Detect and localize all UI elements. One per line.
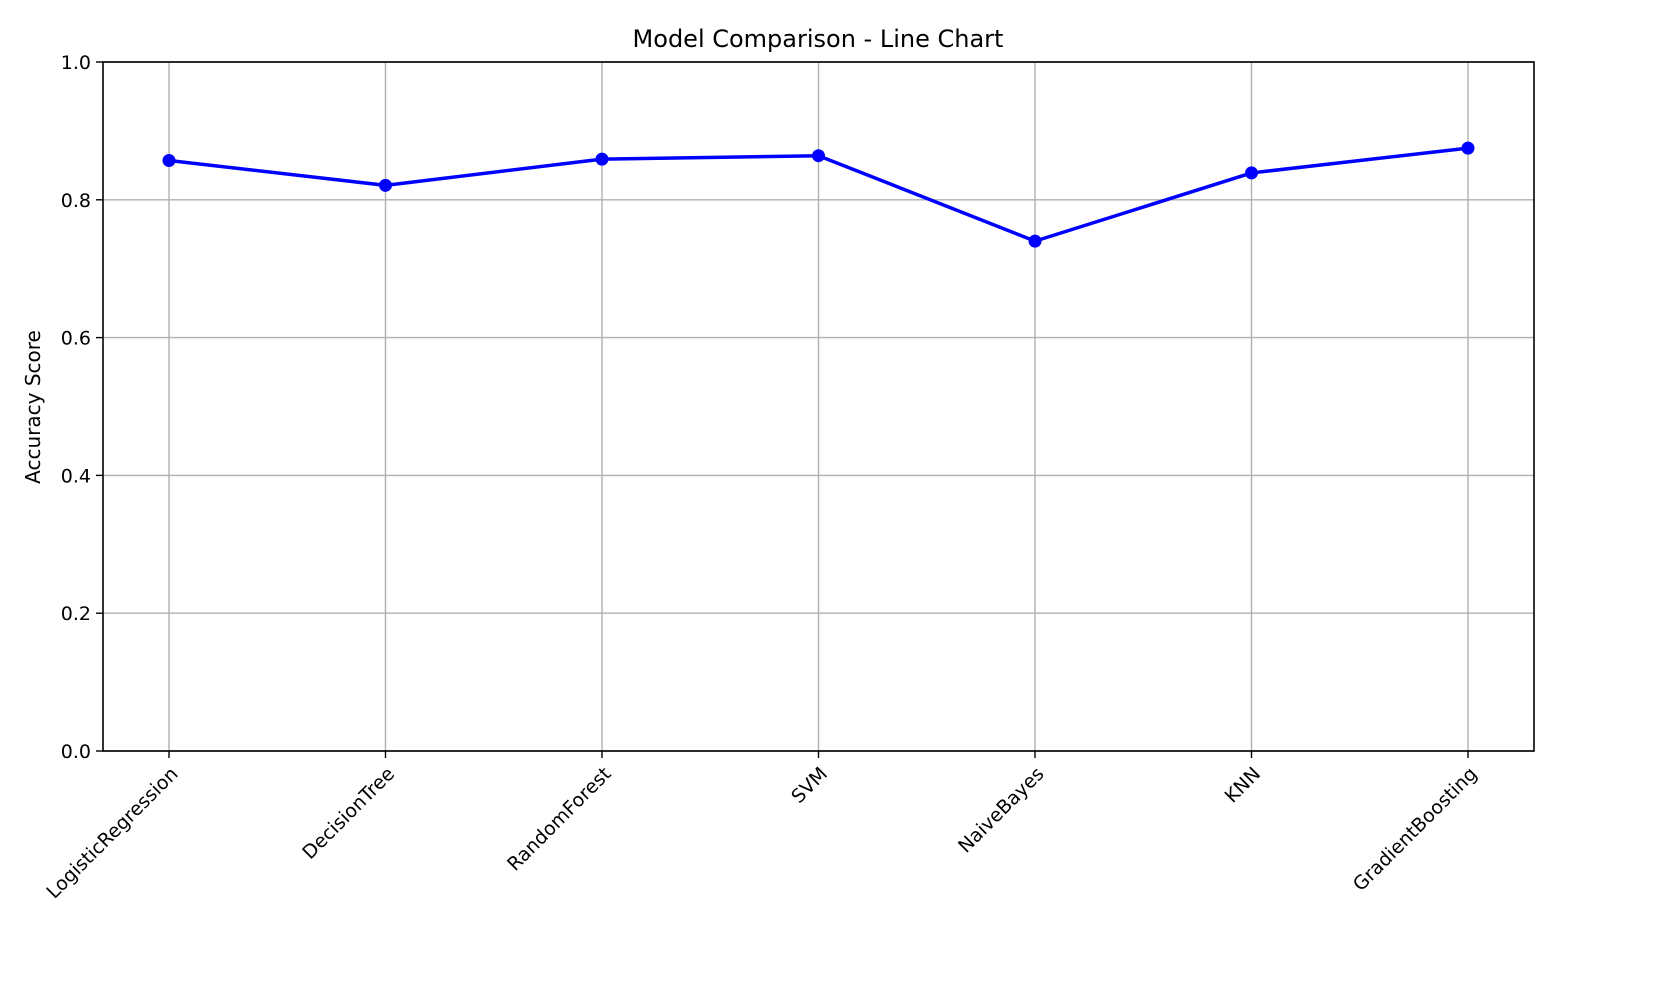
- y-tick-label: 0.8: [61, 190, 91, 212]
- x-tick-label: SVM: [787, 763, 832, 808]
- x-tick-label: DecisionTree: [298, 763, 399, 864]
- y-tick-label: 0.0: [61, 741, 91, 763]
- data-point: [1461, 141, 1475, 155]
- data-point: [1028, 234, 1042, 248]
- data-point: [162, 154, 176, 168]
- series-layer: [162, 141, 1475, 248]
- data-point: [379, 178, 392, 192]
- x-tick-label: RandomForest: [503, 763, 615, 875]
- x-tick-label: GradientBoosting: [1349, 763, 1482, 896]
- y-tick-label: 0.2: [61, 603, 91, 625]
- chart-title: Model Comparison - Line Chart: [633, 25, 1004, 53]
- x-tick-label: LogisticRegression: [42, 763, 182, 903]
- y-axis-label: Accuracy Score: [21, 330, 45, 484]
- data-point: [812, 149, 825, 163]
- data-point: [1245, 166, 1258, 180]
- data-point: [595, 152, 609, 166]
- y-tick-label: 0.4: [61, 465, 91, 487]
- y-tick-label: 1.0: [61, 52, 91, 74]
- x-tick-label: NaiveBayes: [954, 763, 1048, 857]
- x-tick-label: KNN: [1221, 763, 1265, 807]
- tick-layer: 0.0 0.2 0.4 0.6 0.8 1.0 LogisticRegression Deci…: [42, 52, 1481, 903]
- y-tick-label: 0.6: [61, 328, 91, 350]
